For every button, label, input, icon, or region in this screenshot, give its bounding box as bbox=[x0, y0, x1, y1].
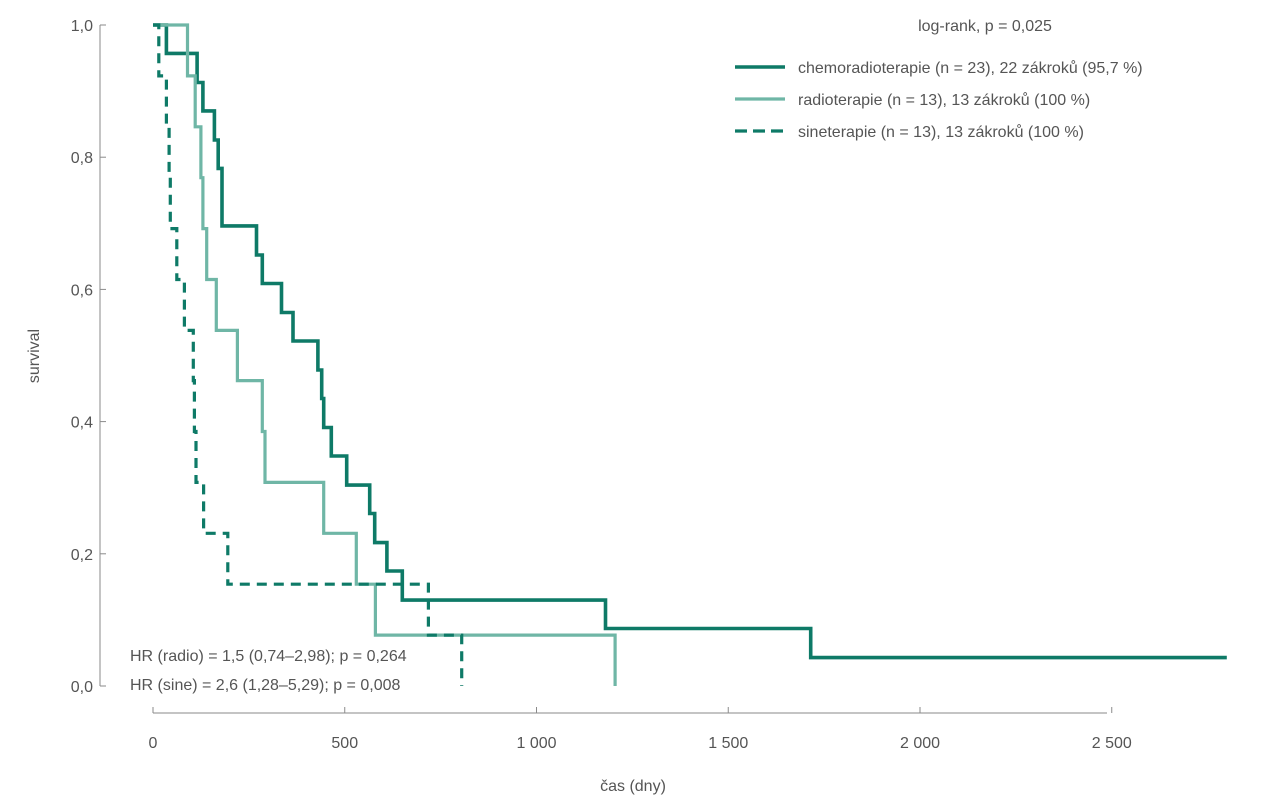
y-tick-label: 0,6 bbox=[71, 282, 93, 299]
series-line-2 bbox=[153, 23, 617, 686]
series-layer bbox=[153, 23, 1227, 686]
hr-sine-annotation: HR (sine) = 2,6 (1,28–5,29); p = 0,008 bbox=[130, 677, 400, 694]
annotations: HR (radio) = 1,5 (0,74–2,98); p = 0,264 … bbox=[130, 648, 407, 694]
legend-label-2: radioterapie (n = 13), 13 zákroků (100 %… bbox=[798, 91, 1090, 109]
legend-label-1: chemoradioterapie (n = 23), 22 zákroků (… bbox=[798, 59, 1143, 77]
x-tick-label: 1 500 bbox=[708, 735, 748, 752]
series-line-3 bbox=[153, 23, 464, 686]
x-axis-label: čas (dny) bbox=[600, 778, 666, 795]
x-tick-label: 2 500 bbox=[1092, 735, 1132, 752]
x-tick-label: 2 000 bbox=[900, 735, 940, 752]
legend-label-3: sineterapie (n = 13), 13 zákroků (100 %) bbox=[798, 123, 1084, 141]
y-axis-label: survival bbox=[26, 329, 43, 383]
x-tick-label: 0 bbox=[149, 735, 158, 752]
y-tick-label: 0,4 bbox=[71, 415, 93, 432]
x-tick-label: 1 000 bbox=[516, 735, 556, 752]
legend-title: log-rank, p = 0,025 bbox=[918, 18, 1052, 35]
y-tick-label: 0,2 bbox=[71, 547, 93, 564]
legend: log-rank, p = 0,025 chemoradioterapie (n… bbox=[735, 18, 1143, 141]
x-tick-label: 500 bbox=[331, 735, 358, 752]
series-line-1 bbox=[153, 23, 1227, 660]
axes-layer: 0,0 0,2 0,4 0,6 0,8 1,0 0 500 1 000 1 500 2 000 2 5… bbox=[71, 18, 1132, 752]
y-tick-label: 1,0 bbox=[71, 18, 93, 35]
hr-radio-annotation: HR (radio) = 1,5 (0,74–2,98); p = 0,264 bbox=[130, 648, 407, 665]
y-tick-label: 0,0 bbox=[71, 679, 93, 696]
y-tick-label: 0,8 bbox=[71, 150, 93, 167]
